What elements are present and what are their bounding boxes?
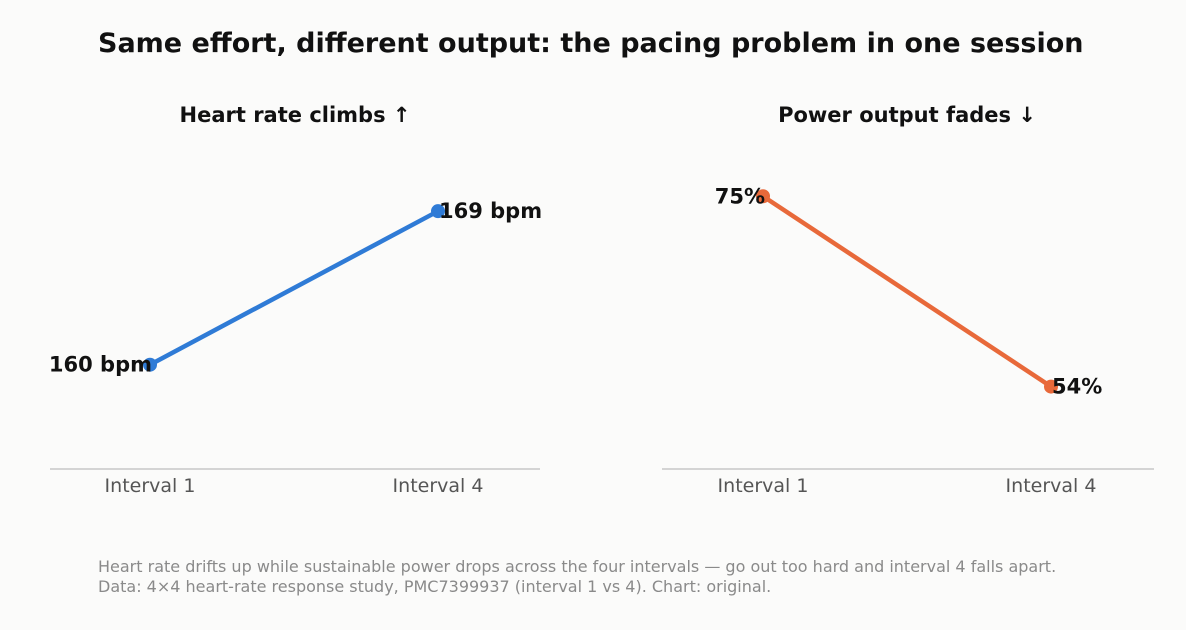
panel-2-tick-label: Interval 1 [718,475,809,497]
panel-1-tick-label: Interval 4 [393,475,484,497]
panel-2-data-label: 75% [715,184,765,208]
panel-1-series-line [147,208,441,367]
panel-2-title: Power output fades ↓ [778,103,1036,127]
panel-2-series-line [760,194,1054,389]
caption: Heart rate drifts up while sustainable p… [98,557,1056,597]
panel-1-data-label: 160 bpm [49,353,152,377]
panel-1-data-label: 169 bpm [439,199,542,223]
chart-title: Same effort, different output: the pacin… [98,28,1084,59]
caption-line-1: Heart rate drifts up while sustainable p… [98,557,1057,576]
panel-2-data-label: 54% [1052,375,1102,399]
caption-line-2: Data: 4×4 heart-rate response study, PMC… [98,577,772,596]
panel-1-title: Heart rate climbs ↑ [180,103,411,127]
panel-1-tick-label: Interval 1 [105,475,196,497]
panel-2-tick-label: Interval 4 [1006,475,1097,497]
panel-1-data-point [431,204,445,219]
panel-1-data-point [143,357,157,372]
panel-2-data-point [1044,379,1058,394]
panel-2-data-point [756,189,770,204]
